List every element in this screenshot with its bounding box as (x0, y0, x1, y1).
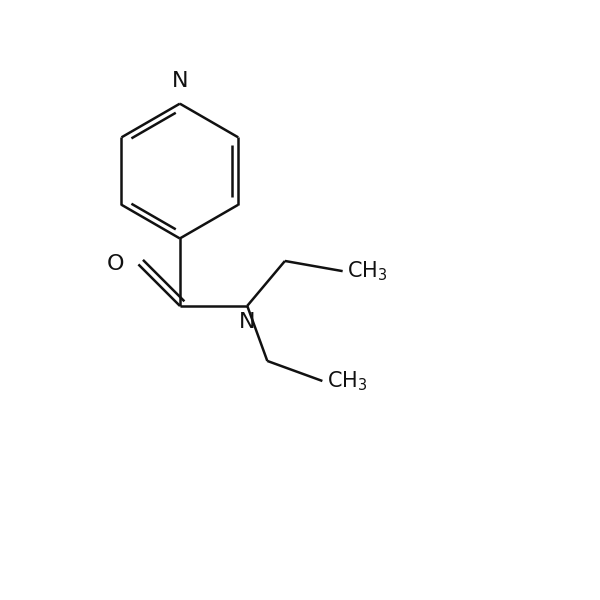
Text: N: N (172, 71, 188, 91)
Text: CH$_3$: CH$_3$ (327, 369, 368, 393)
Text: N: N (239, 312, 256, 332)
Text: O: O (106, 254, 124, 274)
Text: CH$_3$: CH$_3$ (347, 259, 388, 283)
